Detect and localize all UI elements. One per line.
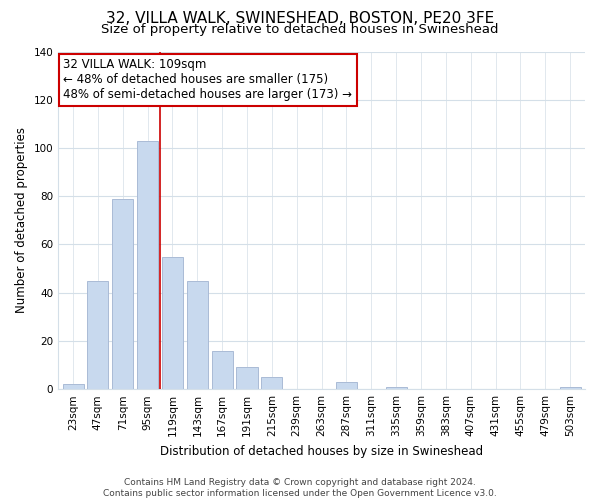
Bar: [560, 387, 581, 389]
Bar: [88, 280, 109, 389]
Bar: [62, 384, 83, 389]
Bar: [112, 198, 133, 389]
Bar: [212, 350, 233, 389]
Text: Contains HM Land Registry data © Crown copyright and database right 2024.
Contai: Contains HM Land Registry data © Crown c…: [103, 478, 497, 498]
Text: Size of property relative to detached houses in Swineshead: Size of property relative to detached ho…: [101, 22, 499, 36]
Bar: [162, 256, 183, 389]
Y-axis label: Number of detached properties: Number of detached properties: [15, 128, 28, 314]
Bar: [236, 368, 257, 389]
Bar: [386, 387, 407, 389]
Bar: [137, 140, 158, 389]
Bar: [336, 382, 357, 389]
Bar: [262, 377, 283, 389]
Text: 32, VILLA WALK, SWINESHEAD, BOSTON, PE20 3FE: 32, VILLA WALK, SWINESHEAD, BOSTON, PE20…: [106, 11, 494, 26]
Text: 32 VILLA WALK: 109sqm
← 48% of detached houses are smaller (175)
48% of semi-det: 32 VILLA WALK: 109sqm ← 48% of detached …: [64, 58, 352, 102]
X-axis label: Distribution of detached houses by size in Swineshead: Distribution of detached houses by size …: [160, 444, 483, 458]
Bar: [187, 280, 208, 389]
